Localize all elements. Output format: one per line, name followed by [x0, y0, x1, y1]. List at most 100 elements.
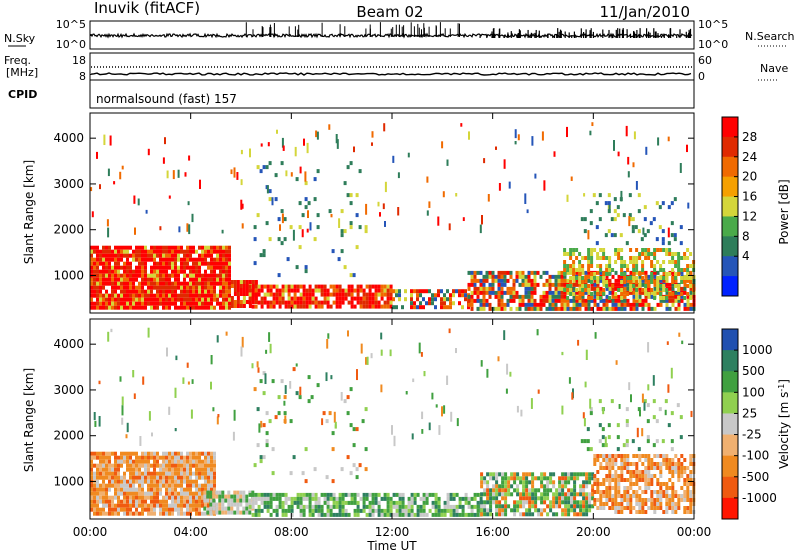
echo-cell	[102, 503, 105, 508]
echo-cell	[174, 289, 177, 294]
echo-cell	[279, 224, 281, 231]
echo-cell	[644, 248, 648, 252]
echo-cell	[659, 470, 663, 474]
echo-cell	[365, 296, 369, 301]
echo-cell	[159, 281, 162, 286]
echo-cell	[150, 511, 153, 516]
echo-cell	[230, 304, 234, 308]
echo-cell	[90, 487, 93, 492]
echo-cell	[177, 479, 180, 484]
echo-cell	[183, 503, 186, 508]
echo-cell	[620, 506, 624, 510]
echo-cell	[189, 265, 192, 270]
echo-cell	[558, 496, 562, 501]
echo-cell	[117, 483, 120, 488]
echo-cell	[271, 197, 274, 206]
echo-cell	[662, 276, 666, 280]
echo-cell	[608, 466, 612, 470]
echo-cell	[203, 490, 207, 495]
echo-cell	[293, 288, 297, 293]
echo-cell	[272, 492, 276, 497]
echo-cell	[458, 500, 462, 505]
echo-cell	[534, 500, 538, 505]
echo-cell	[389, 349, 392, 357]
echo-cell	[632, 506, 636, 510]
echo-cell	[674, 502, 678, 506]
echo-cell	[665, 306, 669, 311]
echo-cell	[578, 252, 582, 256]
echo-cell	[216, 281, 219, 286]
echo-cell	[266, 288, 270, 293]
echo-cell	[421, 429, 424, 434]
echo-cell	[629, 494, 633, 498]
echo-cell	[210, 475, 213, 480]
colorbar-frame	[721, 116, 739, 297]
echo-cell	[690, 410, 693, 418]
echo-cell	[516, 476, 520, 481]
echo-cell	[290, 300, 294, 305]
echo-cell	[614, 248, 618, 252]
echo-cell	[263, 496, 267, 501]
echo-cell	[219, 245, 222, 250]
echo-cell	[542, 290, 546, 295]
echo-cell	[93, 495, 96, 500]
echo-cell	[90, 277, 93, 282]
echo-cell	[299, 300, 303, 305]
echo-cell	[162, 269, 165, 274]
echo-cell	[287, 508, 291, 513]
echo-cell	[506, 363, 509, 375]
echo-cell	[171, 269, 174, 274]
echo-cell	[536, 306, 540, 311]
echo-cell	[290, 508, 294, 513]
echo-cell	[90, 265, 93, 270]
echo-cell	[525, 496, 529, 501]
echo-cell	[228, 245, 231, 250]
echo-cell	[590, 280, 594, 284]
echo-cell	[189, 289, 192, 294]
echo-cell	[667, 423, 671, 428]
echo-cell	[545, 290, 549, 295]
echo-cell	[422, 504, 426, 509]
echo-cell	[198, 475, 201, 480]
echo-cell	[295, 391, 299, 396]
colorbar-tick-label: -1000	[742, 491, 777, 505]
echo-cell	[180, 491, 183, 496]
echo-cell	[192, 261, 195, 266]
echo-cell	[99, 289, 102, 294]
echo-cell	[213, 455, 216, 460]
echo-cell	[296, 304, 300, 309]
echo-cell	[611, 302, 615, 307]
echo-cell	[341, 292, 345, 297]
echo-cell	[644, 502, 648, 506]
echo-cell	[686, 486, 690, 490]
echo-cell	[671, 292, 675, 296]
echo-cell	[542, 298, 546, 303]
echo-cell	[593, 490, 597, 494]
echo-cell	[141, 297, 144, 302]
echo-cell	[162, 249, 165, 254]
echo-cell	[225, 277, 228, 282]
echo-cell	[677, 284, 681, 288]
echo-cell	[105, 257, 108, 262]
echo-cell	[398, 297, 401, 302]
echo-cell	[144, 499, 147, 504]
echo-cell	[659, 490, 663, 494]
echo-cell	[102, 455, 105, 460]
echo-cell	[495, 472, 499, 477]
echo-cell	[329, 496, 333, 501]
echo-cell	[108, 467, 111, 472]
echo-cell	[105, 289, 108, 294]
echo-cell	[153, 269, 156, 274]
echo-cell	[689, 454, 693, 458]
echo-cell	[108, 487, 111, 492]
echo-cell	[153, 499, 156, 504]
echo-cell	[209, 510, 213, 515]
echo-cell	[227, 490, 231, 495]
echo-cell	[605, 490, 609, 494]
echo-cell	[410, 500, 414, 505]
echo-cell	[102, 285, 105, 290]
echo-cell	[236, 288, 240, 292]
echo-cell	[111, 507, 114, 512]
echo-cell	[641, 298, 645, 303]
echo-cell	[431, 297, 434, 302]
